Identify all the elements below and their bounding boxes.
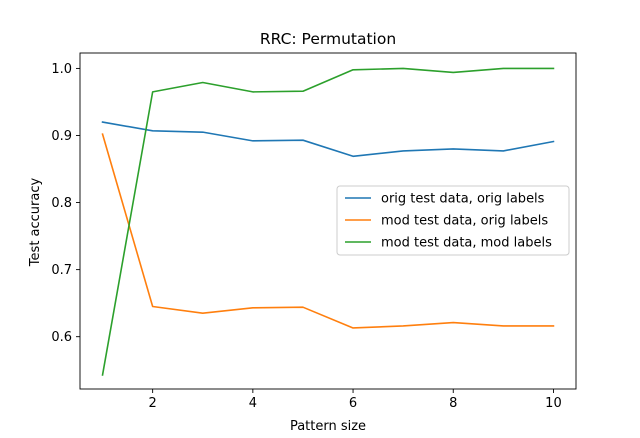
x-axis-label: Pattern size xyxy=(290,419,366,434)
legend: orig test data, orig labels mod test data… xyxy=(336,185,570,256)
axes-frame xyxy=(79,52,577,390)
legend-box xyxy=(336,185,570,256)
legend-label: mod test data, mod labels xyxy=(381,236,552,251)
y-tick-label: 0.7 xyxy=(51,263,72,278)
y-tick-label: 1.0 xyxy=(51,62,72,77)
x-tick-label: 4 xyxy=(249,396,257,411)
plot-layer xyxy=(101,67,555,376)
y-tick-label: 0.9 xyxy=(51,129,72,144)
y-axis-label: Test accuracy xyxy=(28,178,43,268)
series-line-0 xyxy=(101,121,555,158)
x-tick-label: 10 xyxy=(545,396,562,411)
x-tick-label: 8 xyxy=(449,396,457,411)
x-tick-label: 6 xyxy=(349,396,357,411)
y-tick-label: 0.8 xyxy=(51,196,72,211)
series-line-2 xyxy=(101,67,555,376)
chart-title: RRC: Permutation xyxy=(260,30,396,48)
legend-label: mod test data, orig labels xyxy=(381,214,548,229)
legend-label: orig test data, orig labels xyxy=(381,192,545,207)
axes-layer: 2 4 6 8 10 0.6 0.7 0.8 0.9 1.0 xyxy=(51,52,577,411)
x-tick-label: 2 xyxy=(149,396,157,411)
y-tick-label: 0.6 xyxy=(51,330,72,345)
series-line-1 xyxy=(101,133,555,329)
